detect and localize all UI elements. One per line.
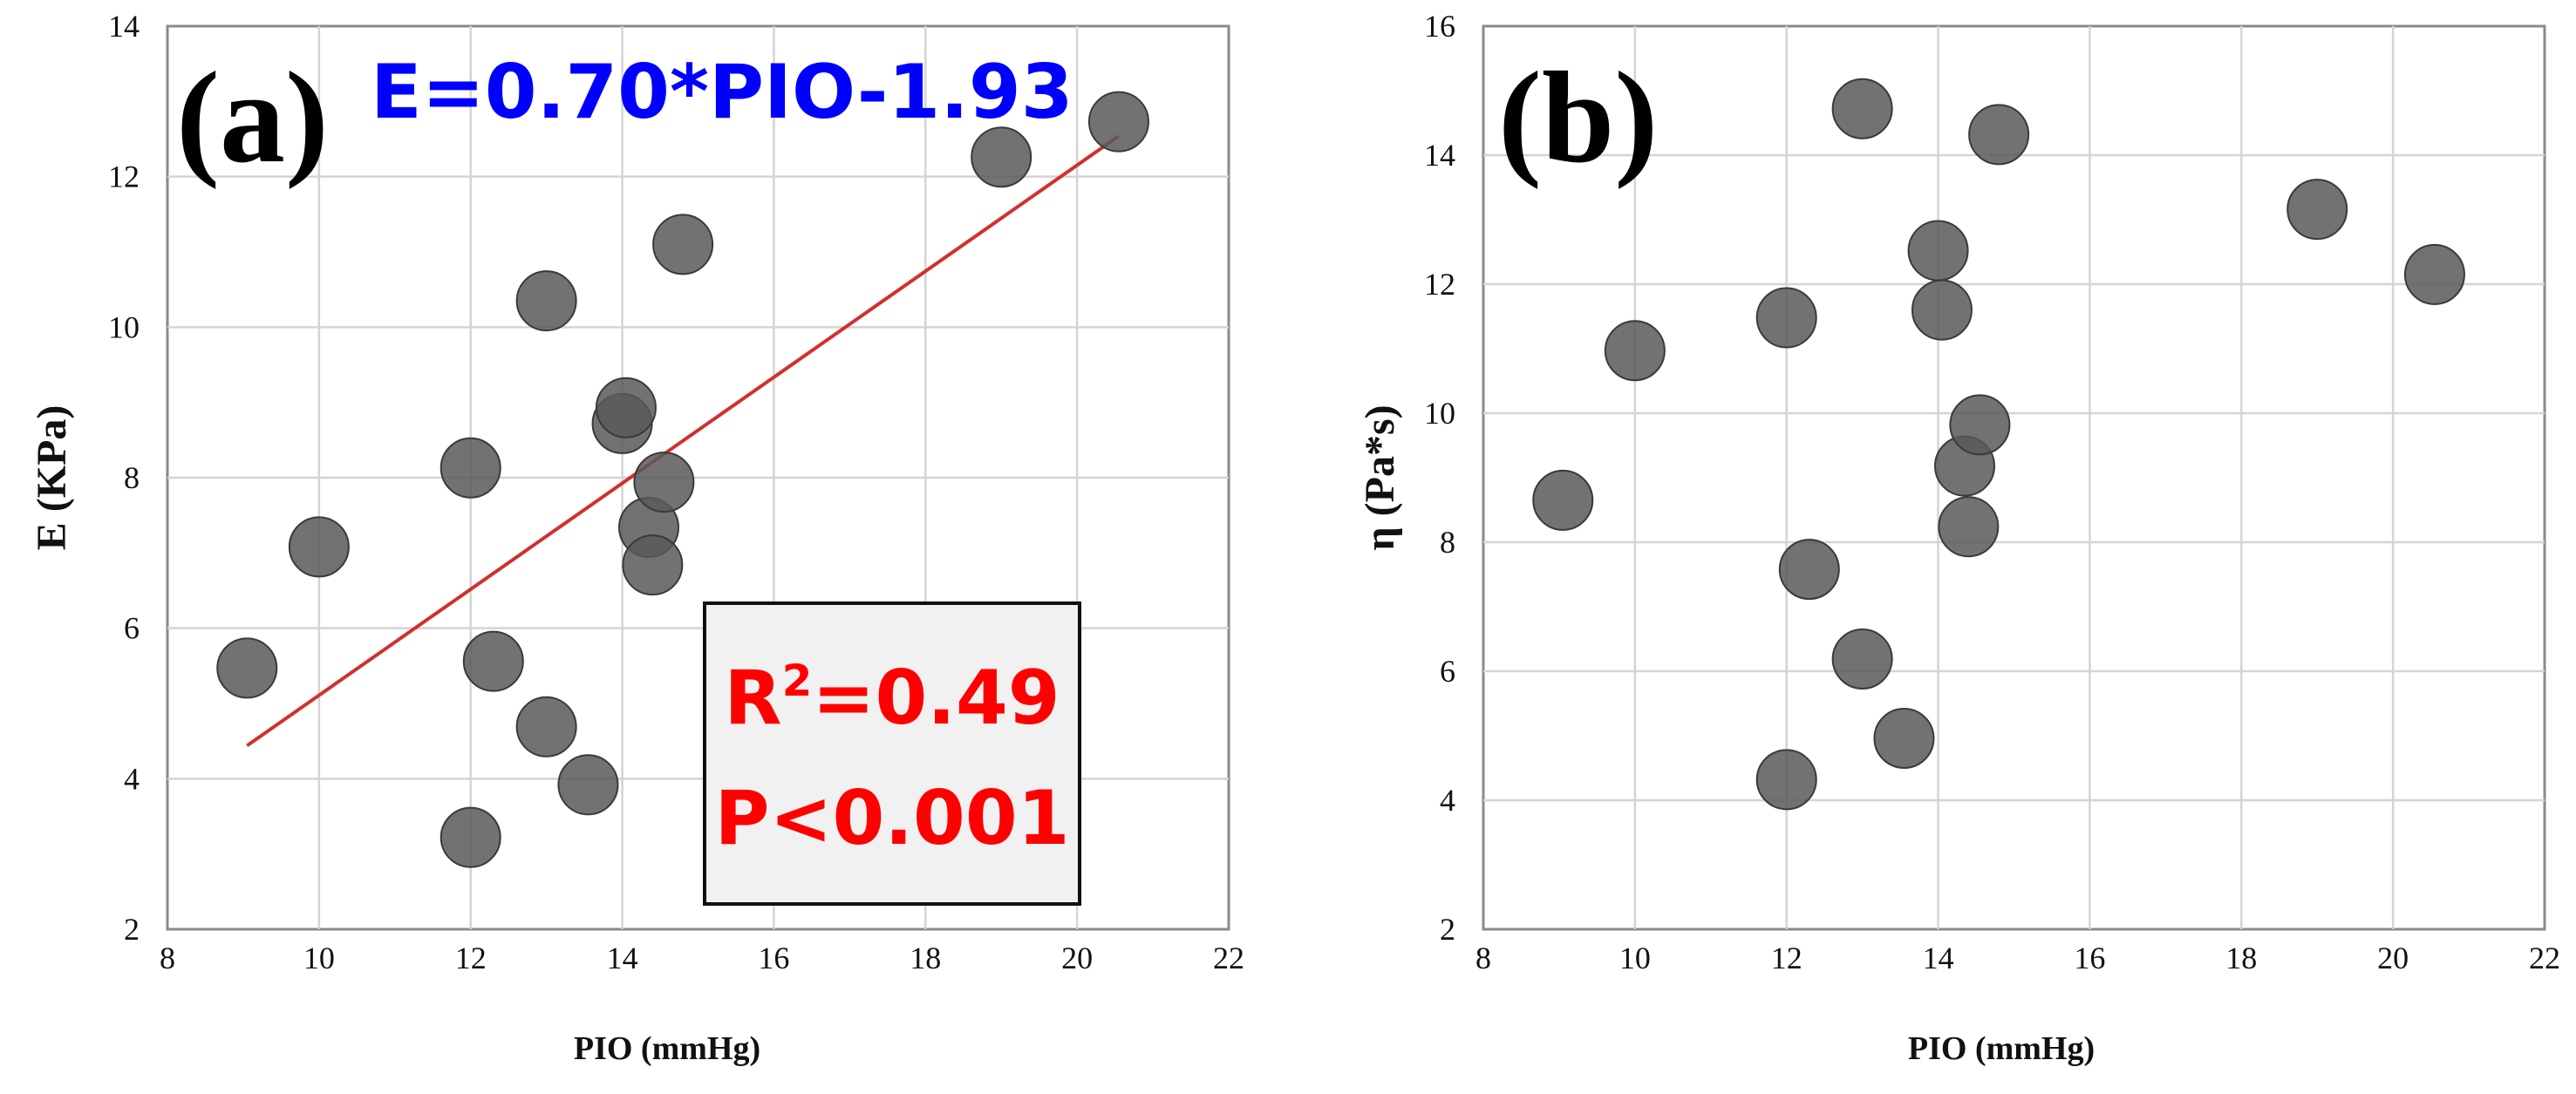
panel-a-data-point (652, 214, 714, 275)
panel-a-data-point (595, 377, 657, 438)
panel-b-grid (1483, 26, 2545, 929)
panel-a-fit-line-layer (246, 134, 1121, 747)
panel-a-stats-box (703, 601, 1081, 906)
panel-b-data-point (1755, 749, 1817, 811)
panel-b-y-tick-label: 16 (1424, 9, 1455, 44)
panel-a-r-squared: R2=0.49 (724, 655, 1060, 742)
panel-b-x-tick-label: 12 (1771, 941, 1803, 975)
panel-a-y-axis-label: E (KPa) (29, 405, 75, 551)
panel-a-r-squared-exponent: 2 (782, 656, 813, 706)
panel-b-plot-frame (1482, 24, 2546, 931)
panel-b-data-point (1532, 469, 1594, 531)
panel-b-x-tick-label: 20 (2377, 941, 2409, 975)
panel-a-y-tick-label: 6 (124, 611, 140, 646)
panel-b-label: (b) (1498, 45, 1658, 190)
panel-b-data-point (1968, 104, 2030, 166)
panel-b-data-point (1604, 320, 1666, 382)
panel-a-x-tick-label: 22 (1213, 941, 1244, 975)
panel-a-data-point (971, 126, 1032, 188)
panel-b-x-tick-label: 10 (1619, 941, 1651, 975)
panel-b-x-ticks: 8 10 12 14 16 18 20 22 (1475, 941, 2560, 975)
panel-a-equation: E=0.70*PIO-1.93 (371, 49, 1073, 136)
panel-a-x-axis-label: PIO (mmHg) (574, 1030, 760, 1067)
panel-a-data-point (622, 534, 684, 596)
panel-a-y-tick-label: 8 (124, 460, 140, 495)
panel-a-x-tick-label: 18 (910, 941, 941, 975)
panel-a-data-point (557, 754, 619, 816)
panel-b-data-point (1831, 628, 1893, 690)
panel-a-y-tick-label: 12 (108, 160, 140, 194)
panel-b-data-point (2403, 243, 2465, 305)
panel-b-y-tick-label: 8 (1440, 525, 1455, 560)
panel-b-y-tick-label: 2 (1440, 912, 1455, 947)
panel-a-data-point (633, 452, 695, 513)
panel-a-x-tick-label: 8 (160, 941, 175, 975)
panel-a-data-point (515, 696, 577, 758)
panel-a-x-tick-label: 10 (303, 941, 335, 975)
panel-b-y-axis-label: η (Pa*s) (1357, 404, 1403, 550)
panel-a-data-point (288, 516, 350, 578)
panel-a-label: (a) (176, 45, 329, 190)
panel-b-data-point (1911, 279, 1973, 341)
panel-a-x-tick-label: 12 (455, 941, 487, 975)
panel-b-x-tick-label: 8 (1475, 941, 1491, 975)
panel-b-data-point (1907, 220, 1969, 282)
panel-b-y-tick-label: 14 (1424, 138, 1455, 173)
panel-a-data-point (440, 806, 501, 868)
panel-a-data-point (216, 637, 278, 699)
panel-a-x-ticks: 8 10 12 14 16 18 20 22 (160, 941, 1244, 975)
panel-b-y-tick-label: 4 (1440, 783, 1455, 818)
panel-b-y-tick-label: 12 (1424, 267, 1455, 302)
panel-b-x-tick-label: 14 (1923, 941, 1954, 975)
panel-b-data-point (1778, 539, 1840, 601)
panel-a-y-tick-label: 4 (124, 761, 140, 796)
panel-a-data-point (462, 630, 524, 692)
panel-b-x-tick-label: 22 (2529, 941, 2560, 975)
panel-a-y-tick-label: 2 (124, 912, 140, 947)
panel-b-data-point (1949, 394, 2011, 456)
panel-a-data-point (515, 270, 577, 332)
panel-b-x-axis-label: PIO (mmHg) (1908, 1030, 2095, 1067)
panel-b-data-point (1831, 78, 1893, 139)
panel-a-data-point (440, 437, 501, 499)
panel-b-data-point (1873, 707, 1935, 769)
panel-a-x-tick-label: 14 (607, 941, 638, 975)
panel-b-x-tick-label: 16 (2074, 941, 2105, 975)
panel-b-x-tick-label: 18 (2225, 941, 2257, 975)
panel-b-y-tick-label: 10 (1424, 396, 1455, 431)
panel-a-x-tick-label: 16 (758, 941, 789, 975)
panel-a-y-tick-label: 14 (108, 9, 140, 44)
panel-a-y-ticks: 2 4 6 8 10 12 14 (108, 9, 140, 947)
panel-a-p-value: P<0.001 (714, 775, 1069, 862)
panel-b-data-point (1938, 496, 2000, 558)
panel-b-y-tick-label: 6 (1440, 654, 1455, 689)
panel-a-data-point (1087, 91, 1149, 153)
panel-a-y-tick-label: 10 (108, 309, 140, 344)
panel-b-data-point (2286, 179, 2348, 241)
panel-a-points (216, 91, 1149, 868)
panel-b-y-ticks: 2 4 6 8 10 12 14 16 (1424, 9, 1455, 947)
panel-a-fit-line (246, 134, 1121, 747)
panel-b-data-point (1755, 287, 1817, 349)
panel-a-r-squared-value: =0.49 (812, 655, 1060, 742)
panel-a-r-squared-r: R (724, 655, 781, 742)
panel-b-points (1532, 78, 2465, 811)
panel-a-x-tick-label: 20 (1061, 941, 1093, 975)
